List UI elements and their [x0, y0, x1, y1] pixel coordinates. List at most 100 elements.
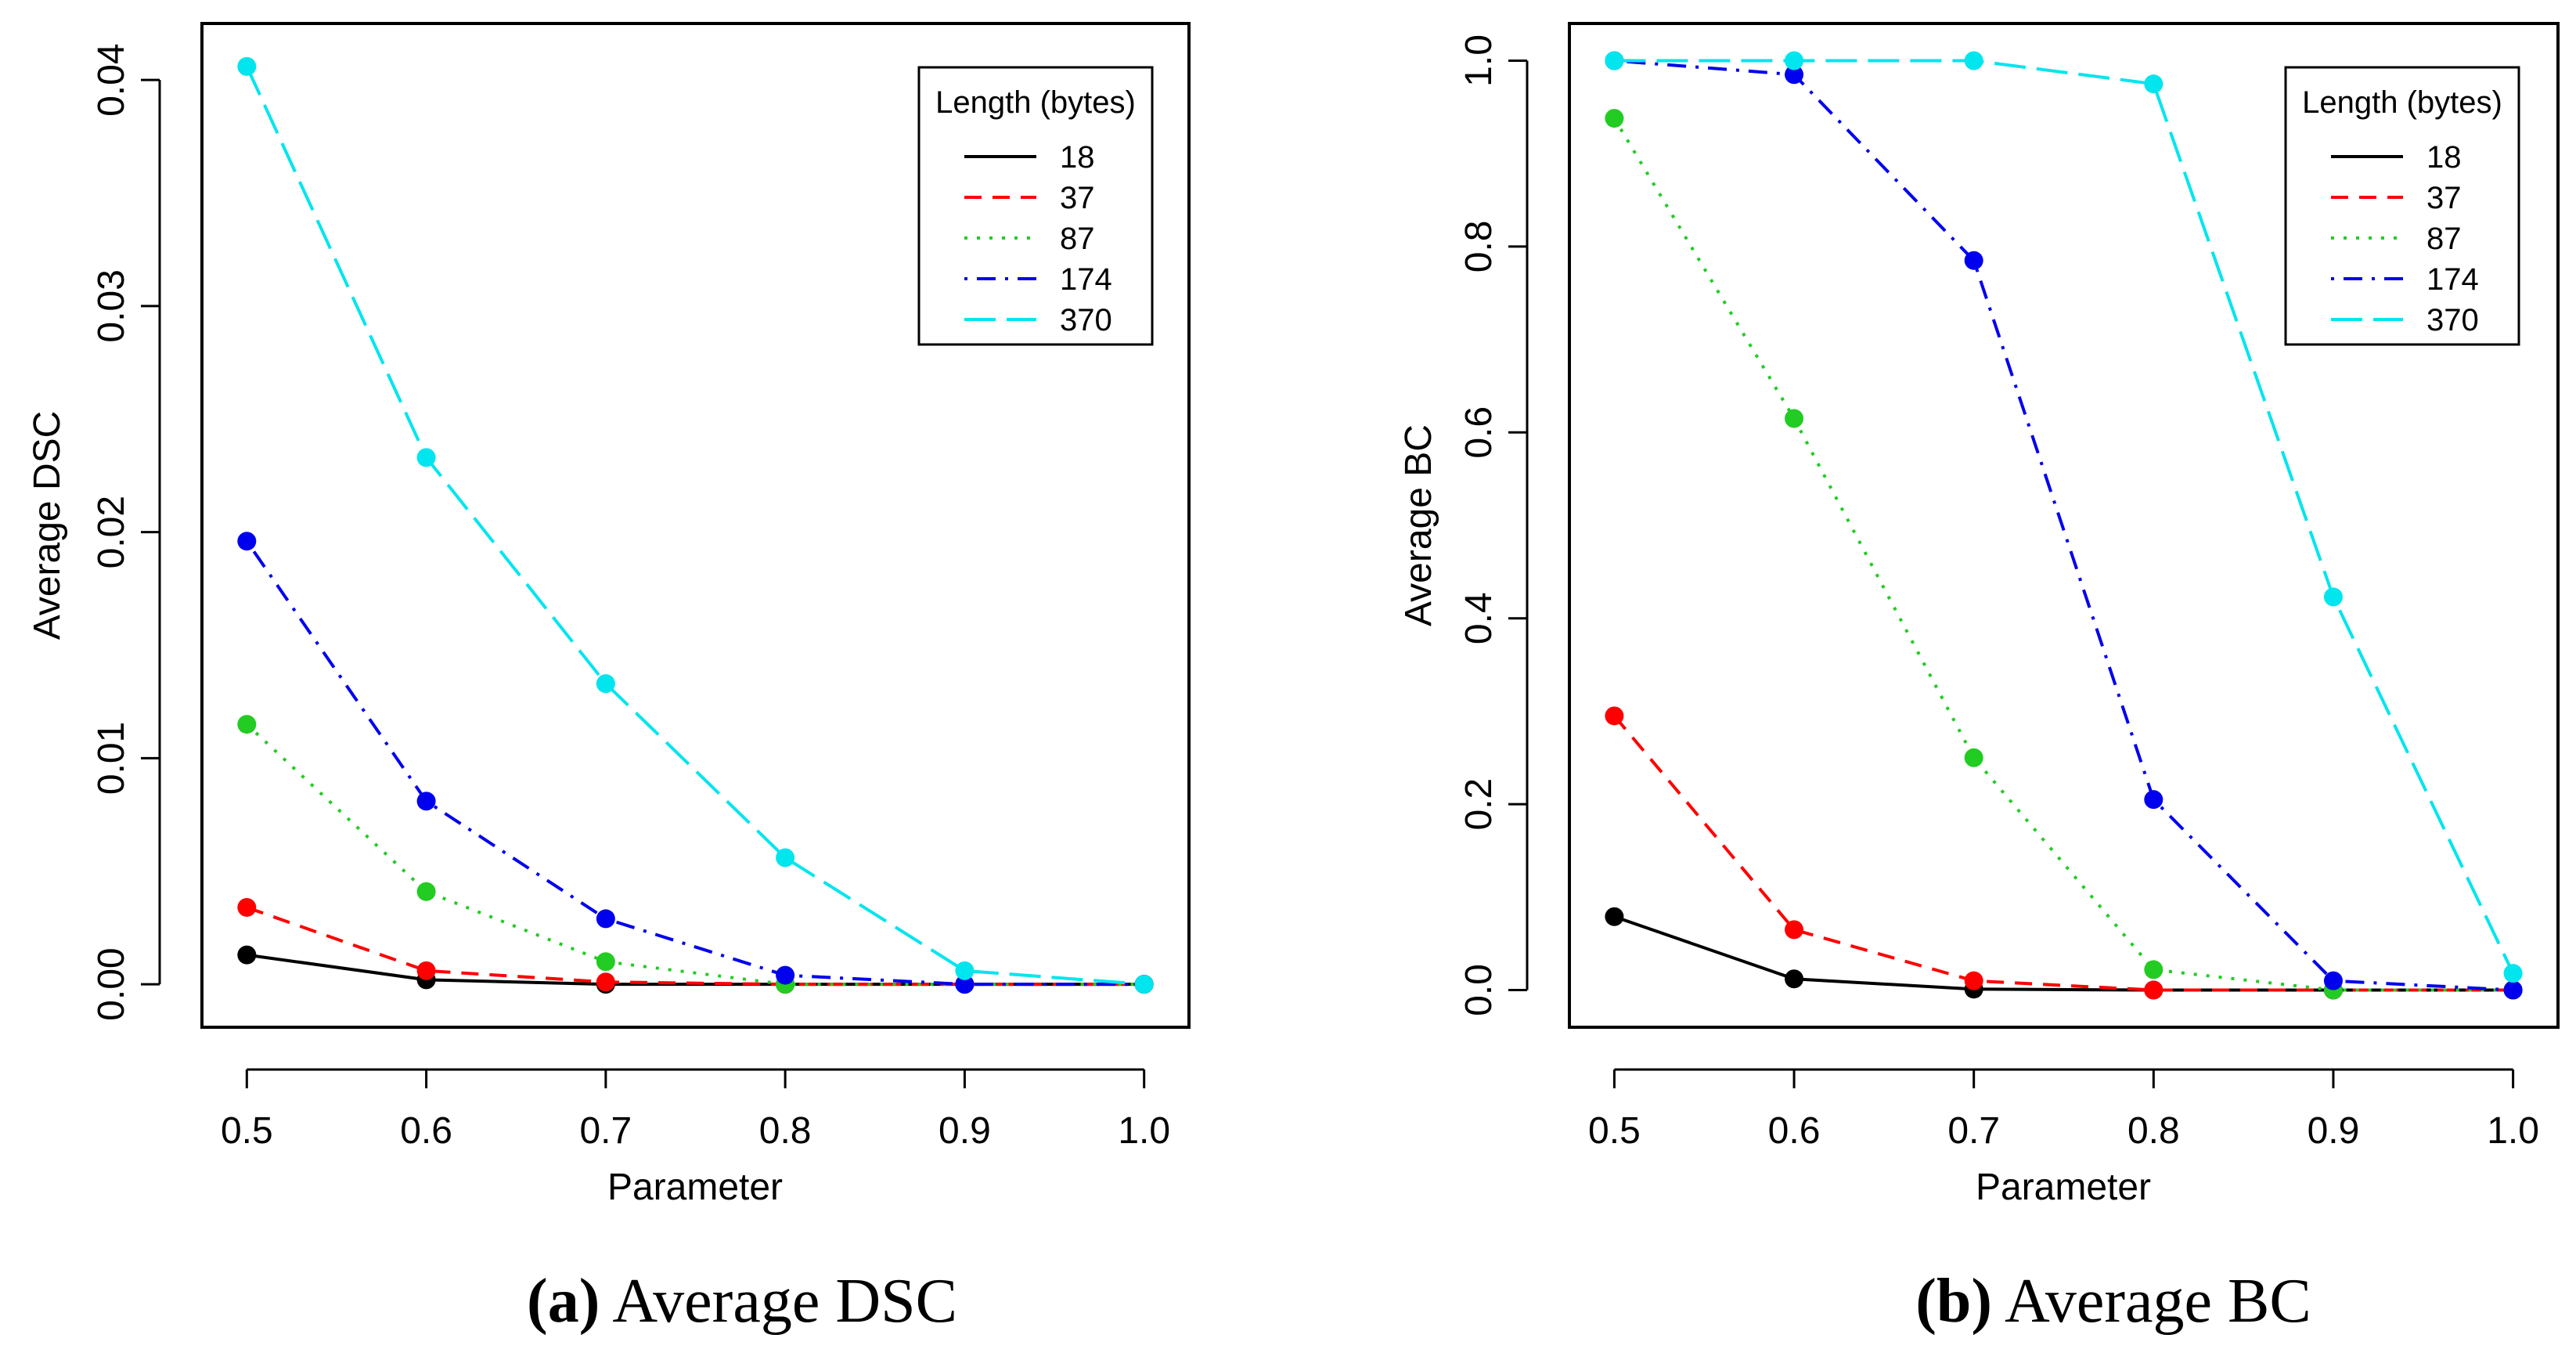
data-point	[237, 56, 257, 76]
data-point	[416, 961, 436, 980]
data-point	[2144, 980, 2163, 1000]
y-tick-label: 0.6	[1458, 406, 1500, 459]
legend-item-87: 87	[2331, 222, 2462, 256]
data-point	[416, 448, 436, 467]
legend-box	[2284, 66, 2520, 346]
y-axis-label: Average BC	[1398, 424, 1439, 626]
legend-item-174: 174	[964, 262, 1112, 297]
series-line	[245, 723, 1144, 987]
data-point	[2144, 790, 2163, 810]
legend-item-18: 18	[964, 140, 1095, 175]
x-tick-label: 1.0	[2487, 1110, 2539, 1152]
data-point	[237, 715, 257, 734]
data-point	[237, 532, 257, 551]
axes: 0.5 0.6 0.7 0.8 0.9 1.0 0.00 0.01 0.02 0.03 0.04	[91, 43, 1170, 1152]
chart-panel-bc: 0.5 0.6 0.7 0.8 0.9 1.0 0.0 0.2 0.4 0.6 0.8 1.0 Len…	[1398, 22, 2560, 1336]
series-line	[1612, 715, 2513, 992]
data-point	[1964, 51, 1983, 70]
legend-item-370: 370	[2331, 303, 2479, 337]
legend-title: Length (bytes)	[935, 85, 1136, 120]
y-tick-label: 0.01	[91, 722, 132, 795]
data-point	[1605, 907, 1624, 926]
legend-item-37: 37	[2331, 181, 2462, 215]
data-point	[2503, 964, 2523, 983]
x-tick-label: 0.7	[579, 1110, 632, 1152]
series-370	[237, 56, 1154, 994]
data-point	[596, 909, 615, 929]
x-tick-label: 0.7	[1947, 1110, 2000, 1152]
data-point	[1964, 971, 1983, 990]
data-point	[776, 848, 795, 868]
y-tick-label: 0.0	[1458, 964, 1500, 1016]
x-tick-label: 0.6	[1768, 1110, 1821, 1152]
y-tick-label: 1.0	[1458, 34, 1500, 87]
y-tick-label: 0.04	[91, 43, 132, 116]
series-line	[245, 66, 1144, 987]
caption: (b) Average BC	[1915, 1267, 2311, 1336]
data-point	[237, 897, 257, 917]
series-layer	[1605, 51, 2523, 1000]
legend-label: 37	[1060, 181, 1095, 215]
data-point	[1964, 251, 1983, 270]
data-point	[2144, 960, 2163, 979]
data-point	[2144, 74, 2163, 94]
caption-text: Average DSC	[612, 1267, 957, 1336]
legend-label: 87	[1060, 222, 1095, 256]
legend-label: 174	[2426, 262, 2479, 297]
series-370	[1605, 51, 2523, 983]
data-point	[1964, 748, 1983, 767]
legend-title: Length (bytes)	[2302, 85, 2502, 120]
series-line	[246, 906, 1144, 987]
data-point	[1605, 51, 1624, 70]
y-tick-label: 0.8	[1458, 221, 1500, 273]
legend-label: 87	[2426, 222, 2462, 256]
data-point	[1134, 975, 1154, 994]
data-point	[1605, 109, 1624, 128]
data-point	[1605, 706, 1624, 726]
data-point	[596, 952, 615, 972]
data-point	[1785, 920, 1804, 940]
y-tick-label: 0.02	[91, 496, 132, 568]
data-point	[237, 945, 257, 965]
series-line	[1614, 59, 2515, 975]
legend-item-18: 18	[2331, 140, 2462, 175]
caption: (a) Average DSC	[527, 1267, 957, 1336]
legend-item-87: 87	[964, 222, 1095, 256]
x-tick-label: 0.9	[2308, 1110, 2360, 1152]
series-layer	[237, 56, 1154, 994]
data-point	[2323, 587, 2343, 607]
legend-label: 370	[1060, 303, 1112, 337]
data-point	[1785, 51, 1804, 70]
y-tick-label: 0.03	[91, 269, 132, 342]
series-37	[1605, 706, 2523, 1000]
x-axis-label: Parameter	[1976, 1167, 2151, 1208]
data-point	[2323, 971, 2343, 990]
y-axis-label: Average DSC	[27, 411, 68, 640]
legend-item-370: 370	[964, 303, 1112, 337]
data-point	[776, 965, 795, 985]
plot-frame	[1568, 22, 2560, 1029]
data-point	[416, 792, 436, 811]
series-line	[1614, 59, 2513, 992]
legend-box	[917, 66, 1154, 346]
chart-panel-dsc: 0.5 0.6 0.7 0.8 0.9 1.0 0.00 0.01 0.02 0.03 0.04 L…	[27, 22, 1191, 1336]
x-tick-label: 0.9	[939, 1110, 991, 1152]
x-tick-label: 0.8	[2127, 1110, 2180, 1152]
caption-text: Average BC	[2005, 1267, 2311, 1336]
x-tick-label: 0.5	[1588, 1110, 1641, 1152]
legend-label: 174	[1060, 262, 1112, 297]
data-point	[955, 961, 975, 980]
x-tick-label: 0.8	[759, 1110, 812, 1152]
x-axis-label: Parameter	[607, 1167, 783, 1208]
legend-item-37: 37	[964, 181, 1095, 215]
data-point	[955, 975, 975, 994]
legend-item-174: 174	[2331, 262, 2479, 297]
legend-label: 18	[2426, 140, 2462, 175]
data-point	[1785, 409, 1804, 428]
y-tick-label: 0.2	[1458, 778, 1500, 831]
legend-label: 37	[2426, 181, 2462, 215]
x-tick-label: 0.6	[400, 1110, 452, 1152]
x-tick-label: 1.0	[1118, 1110, 1170, 1152]
data-point	[416, 882, 436, 901]
